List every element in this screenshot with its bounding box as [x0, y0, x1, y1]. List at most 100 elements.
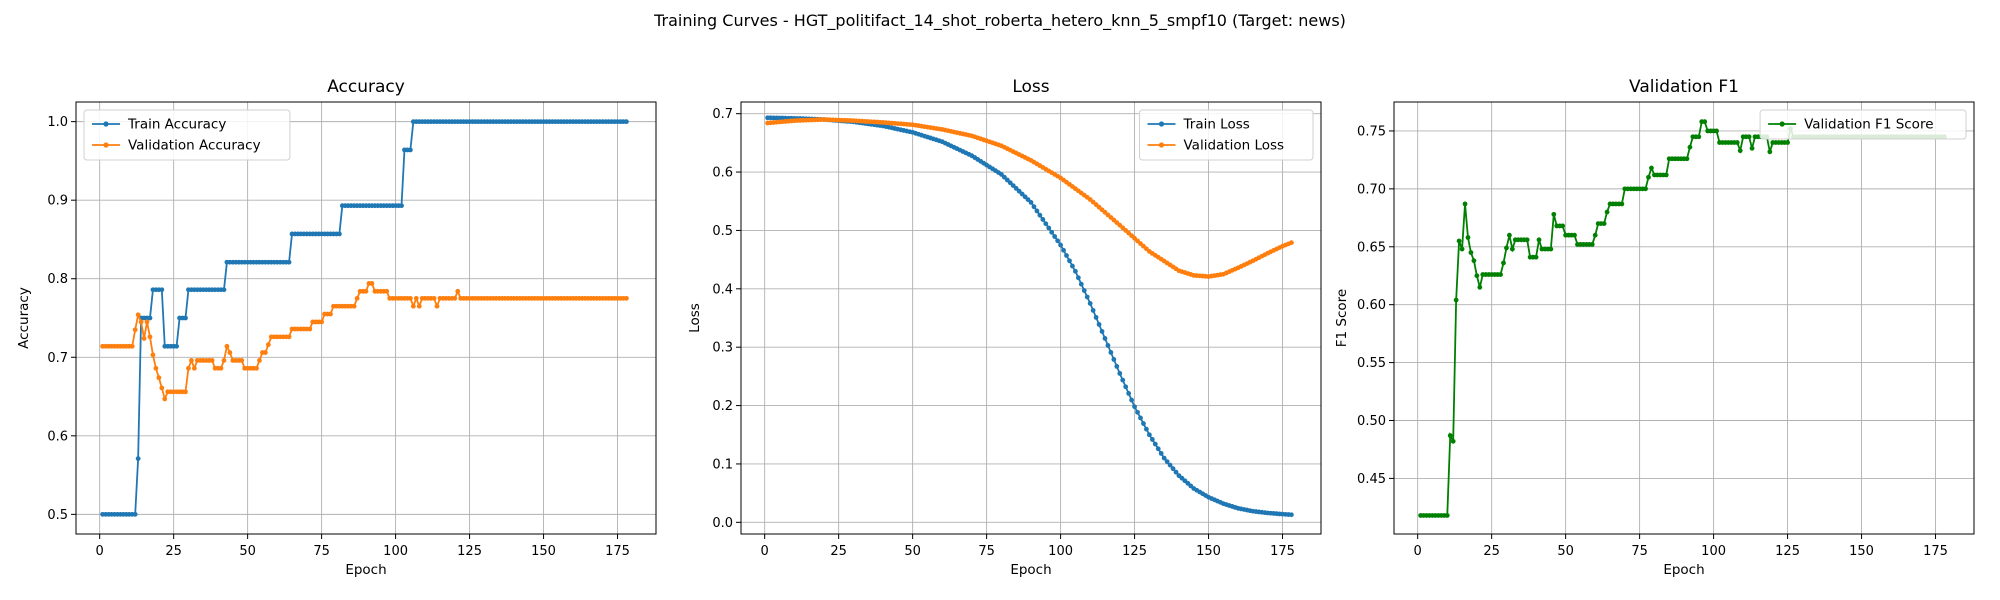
chart-0-point-1-13: [138, 319, 144, 325]
chart-1-point-0-101: [1064, 253, 1069, 258]
chart-0-point-1-29: [186, 365, 191, 371]
chart-1-point-0-94: [1043, 221, 1049, 227]
chart-2-point-0-59: [1592, 232, 1598, 238]
chart-1-point-0-124: [1132, 404, 1137, 410]
chart-2-xtick-label-0: 0: [1414, 544, 1422, 559]
chart-2-point-0-62: [1601, 221, 1607, 227]
chart-1-point-0-98: [1055, 238, 1061, 244]
chart-2-point-0-28: [1501, 260, 1506, 266]
chart-2-point-0-100: [1714, 128, 1719, 134]
chart-2-point-0-58: [1589, 242, 1595, 247]
chart-2-ytick-label-2: 0.55: [1357, 356, 1386, 371]
chart-1-point-0-95: [1046, 225, 1052, 231]
chart-2-ytick-label-3: 0.60: [1357, 298, 1386, 313]
chart-0-point-1-107: [416, 303, 422, 309]
chart-1-point-0-132: [1155, 446, 1161, 452]
chart-0-point-0-20: [159, 287, 165, 293]
chart-1-point-0-110: [1090, 308, 1096, 313]
chart-1-point-0-115: [1105, 343, 1111, 348]
chart-0-xtick-label-3: 75: [313, 544, 330, 559]
chart-1-point-0-107: [1081, 288, 1087, 293]
chart-1-point-0-114: [1102, 336, 1108, 341]
chart-0-point-1-14: [141, 336, 147, 341]
chart-1-point-0-136: [1167, 462, 1173, 468]
chart-2-point-0-111: [1746, 134, 1752, 140]
chart-2-ylabel: F1 Score: [1334, 289, 1350, 347]
chart-2-point-0-12: [1453, 297, 1459, 303]
chart-0-point-1-96: [384, 288, 390, 294]
chart-1-point-0-91: [1034, 208, 1040, 214]
chart-2-point-0-19: [1474, 273, 1480, 279]
chart-0-point-1-28: [183, 389, 188, 395]
chart-2-point-0-45: [1551, 211, 1557, 217]
chart-0-xtick-label-6: 150: [531, 544, 556, 559]
chart-1-legend-marker-1: [1158, 142, 1165, 148]
chart-2-point-0-17: [1468, 250, 1474, 255]
chart-1-point-0-121: [1123, 384, 1129, 390]
chart-1-point-0-104: [1072, 268, 1078, 274]
chart-2-legend-label-0: Validation F1 Score: [1804, 117, 1933, 133]
chart-2-point-0-94: [1696, 134, 1702, 140]
chart-1-point-0-118: [1114, 364, 1120, 369]
chart-0-point-0-63: [286, 259, 292, 265]
charts-container: 0 25 50 75 100 125 150 175 0.5 0.6 0.7 0.8 0.9 1.0 Acc…: [16, 77, 1975, 578]
chart-0-point-1-37: [209, 358, 215, 363]
chart-1-ytick-label-3: 0.3: [712, 341, 733, 356]
chart-2-series-validation-f1-score: [1418, 119, 1947, 518]
chart-2-xtick-label-1: 25: [1483, 544, 1500, 559]
chart-1-title: Loss: [1012, 77, 1049, 97]
chart-1-point-0-99: [1058, 242, 1063, 248]
chart-2-point-0-30: [1507, 232, 1512, 238]
chart-0-ytick-label-4: 0.9: [47, 194, 68, 209]
chart-0-point-1-70: [307, 326, 313, 332]
chart-1-point-0-111: [1093, 315, 1099, 320]
chart-0-axes-frame: [75, 101, 657, 535]
chart-2-xtick-label-4: 100: [1701, 544, 1726, 559]
chart-2-ytick-label-0: 0.45: [1357, 472, 1386, 487]
chart-2-point-0-15: [1462, 201, 1468, 207]
chart-0-point-1-47: [239, 358, 245, 363]
chart-0-xtick-label-2: 50: [239, 544, 256, 559]
chart-0-ytick-label-3: 0.8: [47, 272, 68, 287]
chart-2-point-0-14: [1459, 246, 1465, 252]
chart-0-point-1-42: [224, 343, 230, 349]
chart-2-point-0-124: [1785, 140, 1790, 145]
chart-2-xtick-label-2: 50: [1557, 544, 1574, 559]
chart-1-point-0-126: [1138, 415, 1143, 421]
chart-2-point-0-11: [1450, 438, 1456, 444]
chart-0-point-1-53: [257, 358, 262, 363]
chart-0-xtick-label-1: 25: [165, 544, 182, 559]
chart-0-point-1-91: [369, 281, 375, 286]
chart-0-point-1-56: [265, 342, 271, 348]
chart-2-point-0-52: [1572, 232, 1577, 238]
chart-0-point-1-43: [227, 350, 233, 355]
chart-2-xlabel: Epoch: [1663, 562, 1704, 578]
chart-0-point-1-19: [156, 375, 162, 381]
chart-0-xtick-label-5: 125: [457, 544, 482, 559]
chart-1-ylabel: Loss: [687, 303, 703, 333]
chart-1-point-0-103: [1070, 263, 1075, 269]
chart-0-point-1-55: [262, 350, 268, 355]
chart-1-point-0-117: [1111, 357, 1117, 362]
chart-1-xtick-label-6: 150: [1196, 544, 1221, 559]
chart-1-point-0-100: [1061, 247, 1066, 253]
chart-2-ytick-label-1: 0.50: [1357, 414, 1386, 429]
chart-0-point-1-31: [191, 365, 197, 371]
chart-1-point-1-177: [1289, 240, 1294, 246]
chart-1-point-0-133: [1158, 451, 1164, 456]
chart-0-point-1-17: [150, 352, 156, 358]
chart-1-xtick-label-5: 125: [1122, 544, 1147, 559]
chart-2-xtick-label-6: 150: [1849, 544, 1874, 559]
chart-2-point-0-77: [1646, 174, 1651, 180]
chart-0-point-0-16: [147, 315, 153, 321]
chart-1-point-0-120: [1120, 377, 1126, 383]
chart-2-point-0-63: [1604, 209, 1610, 215]
figure-title: Training Curves - HGT_politifact_14_shot…: [653, 11, 1346, 31]
chart-0-point-1-21: [162, 396, 168, 402]
chart-2-point-0-10: [1447, 433, 1453, 438]
chart-0-ytick-label-0: 0.5: [47, 508, 68, 523]
chart-2-point-0-20: [1477, 284, 1483, 290]
chart-0-point-1-41: [221, 358, 227, 363]
chart-0-line-validation-accuracy: [102, 282, 627, 402]
chart-1-point-0-116: [1108, 350, 1114, 355]
